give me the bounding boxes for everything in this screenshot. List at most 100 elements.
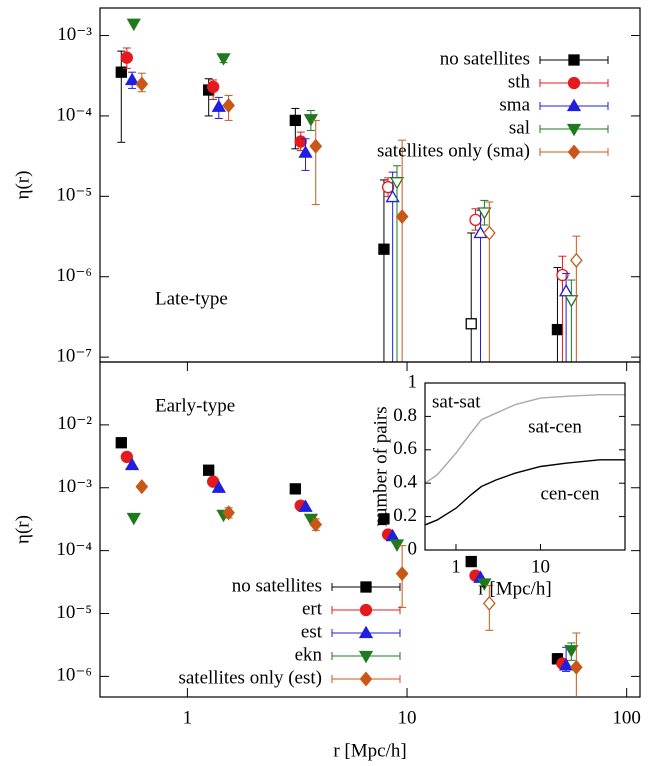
data-point — [569, 659, 583, 675]
data-point — [203, 464, 215, 476]
data-point — [120, 450, 133, 464]
y-tick-label: 10⁻⁵ — [56, 602, 92, 623]
y-axis-label: η(r) — [12, 171, 33, 200]
data-point — [378, 513, 390, 525]
data-point — [298, 499, 313, 512]
legend-label: no satellites — [232, 575, 322, 596]
y-tick-label: 10⁻⁵ — [56, 185, 92, 206]
legend-label: ekn — [295, 644, 323, 665]
inset-y-tick-label: 0.2 — [393, 505, 417, 526]
data-point — [124, 72, 140, 86]
y-tick-label: 10⁻⁶ — [56, 265, 92, 286]
legend-label: satellites only (est) — [178, 667, 322, 688]
data-point — [309, 517, 323, 533]
legend-marker — [566, 98, 582, 112]
legend-label: sth — [508, 71, 531, 92]
data-point — [120, 51, 133, 64]
data-point — [469, 213, 482, 226]
inset-y-tick-label: 0 — [408, 538, 418, 559]
legend-label: est — [301, 621, 323, 642]
y-tick-label: 10⁻³ — [57, 476, 92, 497]
inset-x-label: r [Mpc/h] — [478, 578, 551, 599]
legend-marker — [360, 581, 372, 593]
data-point — [126, 512, 141, 526]
data-point — [211, 99, 226, 112]
inset-y-tick-label: 0.4 — [393, 472, 417, 493]
legend-marker — [567, 76, 581, 90]
x-tick-label: 100 — [612, 707, 641, 728]
legend-label: satellites only (sma) — [377, 140, 530, 161]
y-tick-label: 10⁻⁷ — [56, 345, 92, 366]
data-point — [569, 252, 583, 268]
data-point — [378, 243, 390, 255]
data-point — [115, 437, 127, 449]
plot-area — [115, 437, 583, 697]
data-point — [289, 483, 301, 495]
data-point — [222, 97, 235, 113]
x-tick-label: 10 — [398, 707, 417, 728]
legend-marker — [358, 625, 374, 639]
inset-annotation: cen-cen — [540, 483, 600, 504]
y-axis-label: η(r) — [12, 515, 33, 544]
data-point — [477, 578, 492, 591]
inset-annotation: sat-cen — [528, 416, 582, 437]
inset-annotation: sat-sat — [432, 391, 481, 412]
data-point — [289, 114, 301, 127]
data-point — [124, 457, 140, 471]
data-point — [482, 225, 496, 241]
panel-label: Early-type — [155, 395, 235, 416]
inset-x-tick-label: 1 — [451, 556, 461, 577]
legend-marker — [568, 54, 580, 66]
data-point — [207, 80, 220, 93]
data-point — [115, 66, 127, 78]
data-point — [564, 295, 579, 308]
inset-y-tick-label: 1 — [408, 371, 418, 392]
y-tick-label: 10⁻⁴ — [56, 539, 92, 560]
legend-label: no satellites — [440, 48, 530, 69]
inset-frame — [424, 382, 626, 551]
inset-x-tick-label: 10 — [531, 556, 550, 577]
data-point — [222, 505, 235, 521]
data-point — [294, 135, 307, 148]
data-point — [473, 225, 488, 239]
data-point — [309, 138, 323, 154]
x-axis-label: r [Mpc/h] — [333, 740, 406, 761]
inset-y-tick-label: 0.6 — [393, 438, 417, 459]
data-point — [465, 318, 477, 330]
data-point — [216, 53, 231, 66]
inset-background — [425, 383, 625, 550]
data-point — [298, 145, 313, 158]
legend-label: sal — [509, 117, 530, 138]
inset-line — [424, 393, 625, 484]
inset-line — [424, 459, 625, 526]
data-point — [126, 18, 141, 32]
data-point — [465, 555, 477, 568]
legend-marker — [567, 144, 581, 160]
y-tick-label: 10⁻³ — [57, 24, 92, 45]
data-point — [564, 645, 579, 658]
data-point — [395, 566, 409, 582]
legend-marker — [359, 671, 373, 687]
y-tick-label: 10⁻⁴ — [56, 104, 92, 125]
inset-y-tick-label: 0.8 — [393, 405, 417, 426]
legend-marker — [359, 603, 373, 617]
legend-label: ert — [302, 598, 323, 619]
plot-area — [115, 18, 583, 362]
plot-frame — [99, 361, 641, 698]
data-point — [135, 479, 149, 495]
legend-marker — [566, 123, 582, 137]
data-point — [385, 189, 400, 203]
legend-marker — [358, 650, 374, 664]
data-point — [395, 209, 409, 225]
inset-y-label: number of pairs — [370, 406, 391, 526]
x-tick-label: 1 — [183, 707, 193, 728]
y-tick-label: 10⁻⁶ — [56, 665, 92, 686]
data-point — [381, 181, 395, 194]
data-point — [482, 595, 496, 611]
data-point — [556, 268, 569, 282]
data-point — [211, 480, 226, 493]
data-point — [558, 658, 574, 671]
